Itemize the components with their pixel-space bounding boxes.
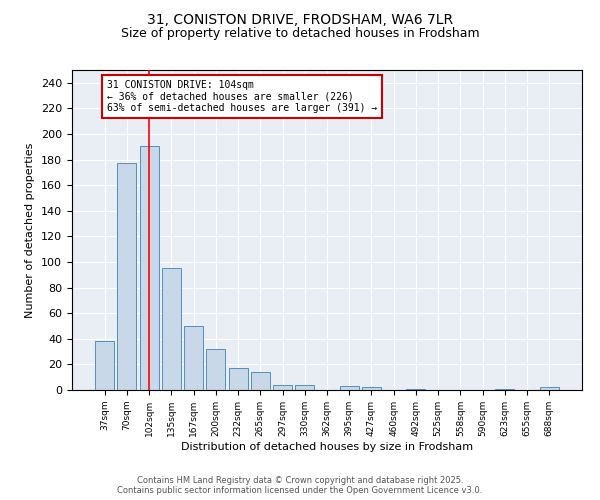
Bar: [362, 388, 381, 390]
Bar: [162, 268, 181, 390]
Bar: [295, 385, 314, 390]
Bar: [540, 388, 559, 390]
Bar: [206, 349, 225, 390]
X-axis label: Distribution of detached houses by size in Frodsham: Distribution of detached houses by size …: [181, 442, 473, 452]
Bar: [118, 164, 136, 390]
Bar: [251, 372, 270, 390]
Bar: [95, 342, 114, 390]
Bar: [140, 146, 158, 390]
Bar: [496, 388, 514, 390]
Text: Contains HM Land Registry data © Crown copyright and database right 2025.
Contai: Contains HM Land Registry data © Crown c…: [118, 476, 482, 495]
Bar: [273, 385, 292, 390]
Text: 31, CONISTON DRIVE, FRODSHAM, WA6 7LR: 31, CONISTON DRIVE, FRODSHAM, WA6 7LR: [147, 12, 453, 26]
Text: 31 CONISTON DRIVE: 104sqm
← 36% of detached houses are smaller (226)
63% of semi: 31 CONISTON DRIVE: 104sqm ← 36% of detac…: [107, 80, 377, 114]
Bar: [406, 388, 425, 390]
Bar: [340, 386, 359, 390]
Y-axis label: Number of detached properties: Number of detached properties: [25, 142, 35, 318]
Text: Size of property relative to detached houses in Frodsham: Size of property relative to detached ho…: [121, 28, 479, 40]
Bar: [229, 368, 248, 390]
Bar: [184, 326, 203, 390]
